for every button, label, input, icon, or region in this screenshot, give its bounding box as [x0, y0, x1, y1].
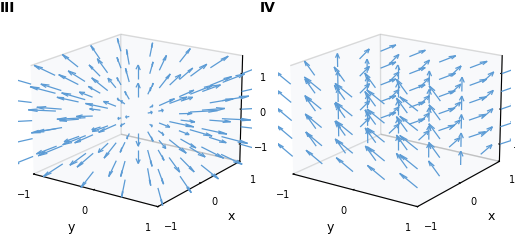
Text: III: III	[0, 1, 15, 15]
Y-axis label: x: x	[228, 210, 235, 223]
Text: IV: IV	[259, 1, 275, 15]
Y-axis label: x: x	[488, 210, 495, 223]
X-axis label: y: y	[67, 221, 75, 234]
X-axis label: y: y	[327, 221, 334, 234]
